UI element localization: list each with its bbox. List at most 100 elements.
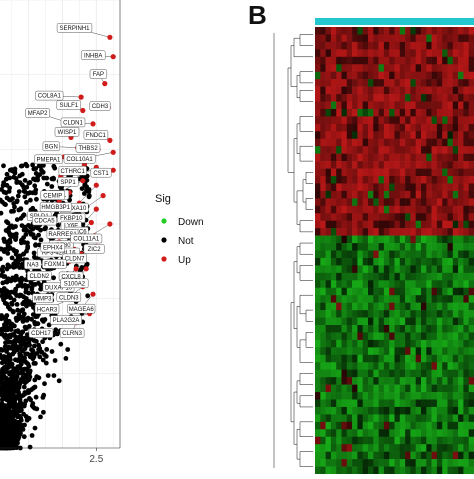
heatmap-cell [447,86,454,95]
heatmap-cell [325,34,332,43]
heatmap-cell [463,220,469,229]
heatmap-cell [352,94,358,102]
heatmap-cell [352,27,358,35]
heatmap-cell [325,451,332,460]
not-point [31,305,36,310]
heatmap-cell [436,27,443,35]
heatmap-cell [373,86,379,95]
heatmap-cell [320,205,326,214]
heatmap-cell [426,183,432,192]
heatmap-cell [315,220,321,229]
legend: Sig Down Not Up [140,0,275,474]
heatmap-cell [452,138,459,147]
heatmap-cell [421,392,427,400]
not-point [63,356,69,361]
heatmap-cell [415,79,422,87]
heatmap-cell [330,49,337,58]
not-point [0,183,6,189]
heatmap-cell [389,257,395,266]
heatmap-cell [447,228,454,236]
gene-label-box [54,127,80,137]
heatmap-cell [325,64,332,72]
heatmap-cell [352,183,358,192]
heatmap-cell [315,108,321,117]
gene-label-box [34,304,60,314]
heatmap-cell [426,302,432,311]
heatmap-cell [415,56,422,65]
heatmap-cell [352,392,358,400]
heatmap-cell [447,369,454,378]
heatmap-cell [447,272,454,281]
heatmap-cell [447,459,454,467]
heatmap-cell [421,280,427,289]
heatmap-cell [341,384,348,393]
legend-title: Sig [155,193,171,205]
heatmap-cell [341,421,348,430]
heatmap-cell [357,436,363,445]
heatmap-cell [362,377,369,385]
heatmap-cell [346,161,353,169]
heatmap-cell [352,205,358,214]
heatmap-cell [357,198,363,207]
not-point [4,410,10,415]
heatmap-cell [468,41,474,50]
heatmap-cell [315,421,321,430]
heatmap-cell [320,325,326,333]
heatmap-cell [421,332,427,341]
heatmap-cell [352,429,358,438]
not-point [0,293,5,299]
heatmap-cell [431,302,438,311]
heatmap-cell [315,79,321,87]
not-point [33,394,39,400]
heatmap-cell [352,347,358,356]
heatmap-cell [341,41,348,50]
heatmap-cell [410,406,416,415]
legend-not-label: Not [178,236,194,247]
heatmap-cell [389,101,395,110]
heatmap-cell [378,41,385,50]
heatmap-cell [389,79,395,87]
heatmap-cell [463,429,469,438]
heatmap-cell [389,146,395,154]
gene-label-mmp3: MMP3 [34,296,52,302]
heatmap-cell [330,265,337,274]
gene-label-box [59,328,85,338]
not-point [19,307,25,313]
heatmap-cell [373,339,379,348]
heatmap-cell [426,466,432,475]
heatmap-cell [336,384,342,393]
heatmap-cell [415,250,422,259]
heatmap-cell [352,161,358,169]
heatmap-cell [330,183,337,192]
heatmap-cell [346,27,353,35]
heatmap-cell [468,198,474,207]
heatmap-cell [468,138,474,147]
heatmap-cell [431,56,438,65]
heatmap-cell [368,339,374,348]
heatmap-cell [399,325,406,333]
heatmap-cell [373,205,379,214]
heatmap-cell [357,280,363,289]
not-point [16,189,22,195]
heatmap-cell [431,362,438,370]
heatmap-cell [373,406,379,415]
heatmap-cell [421,317,427,326]
heatmap-cell [405,384,411,393]
heatmap-cell [352,339,358,348]
gene-label-wisp1: WISP1 [58,130,77,136]
heatmap-cell [389,332,395,341]
heatmap-cell [436,317,443,326]
up-point-hoxa10 [93,182,99,188]
heatmap-cell [336,220,342,229]
heatmap-cell [410,377,416,385]
heatmap-cell [463,108,469,117]
heatmap-cell [320,86,326,95]
heatmap-cell [442,34,448,43]
heatmap-cell [442,94,448,102]
not-point [18,215,24,221]
heatmap-cell [341,213,348,221]
heatmap-cell [447,399,454,408]
heatmap-cell [394,123,401,132]
heatmap-cell [452,108,459,117]
heatmap-cell [436,116,443,125]
